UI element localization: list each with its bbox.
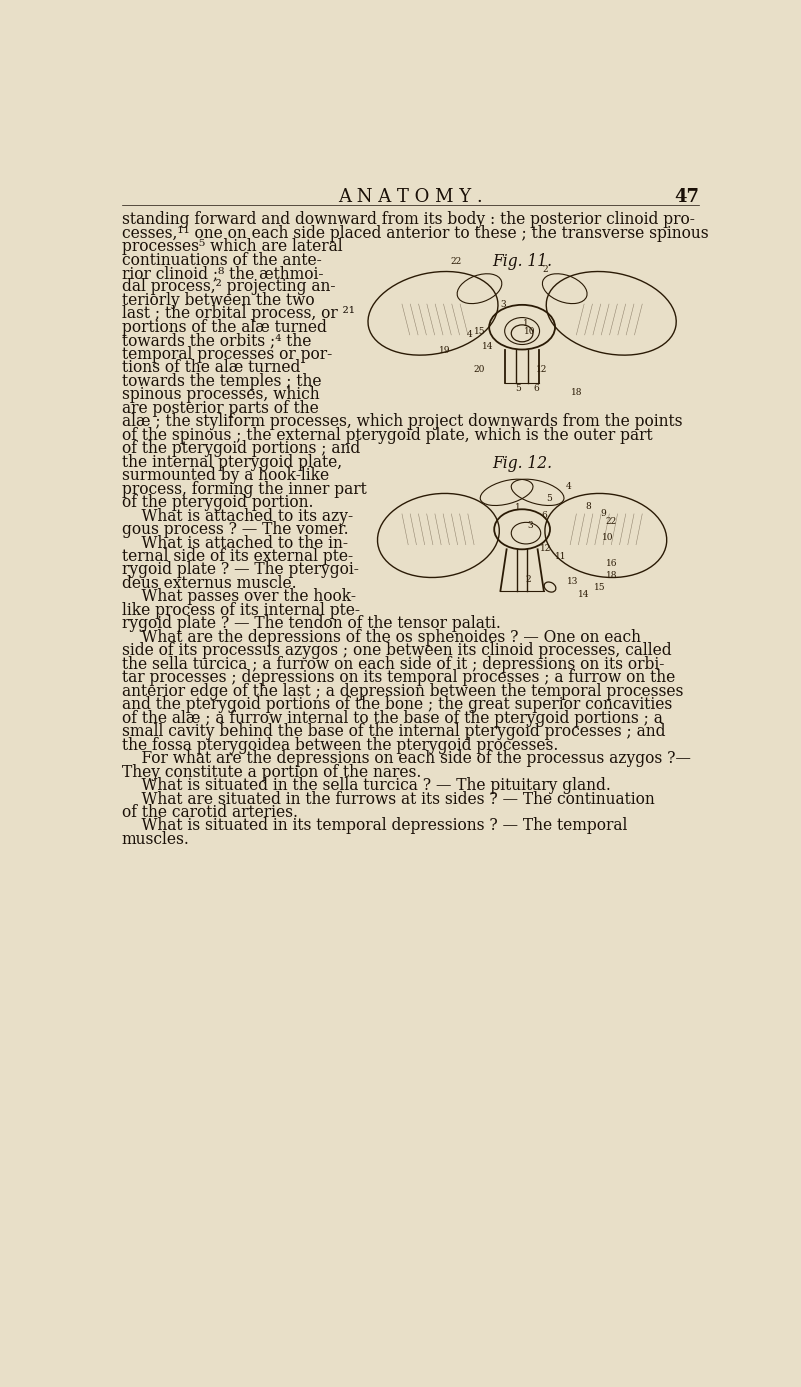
Text: 14: 14 (578, 591, 590, 599)
Text: like process of its internal pte-: like process of its internal pte- (122, 602, 360, 619)
Text: spinous processes, which: spinous processes, which (122, 386, 320, 404)
Text: 10: 10 (602, 533, 613, 541)
Text: temporal processes or por-: temporal processes or por- (122, 345, 332, 363)
Text: 20: 20 (474, 365, 485, 374)
Text: are posterior parts of the: are posterior parts of the (122, 399, 319, 416)
Text: 5: 5 (546, 494, 552, 503)
Text: Fig. 12.: Fig. 12. (492, 455, 552, 472)
Text: of the spinous ; the external pterygoid plate, which is the outer part: of the spinous ; the external pterygoid … (122, 427, 653, 444)
Text: 4: 4 (466, 330, 473, 340)
Text: 13: 13 (567, 577, 578, 587)
Text: process, forming the inner part: process, forming the inner part (122, 481, 367, 498)
Text: alæ ; the styliform processes, which project downwards from the points: alæ ; the styliform processes, which pro… (122, 413, 682, 430)
Text: 2: 2 (542, 265, 548, 273)
Text: 4: 4 (566, 483, 571, 491)
Text: surmounted by a hook-like: surmounted by a hook-like (122, 467, 329, 484)
Text: portions of the alæ turned: portions of the alæ turned (122, 319, 327, 336)
Text: 18: 18 (570, 388, 582, 397)
Text: teriorly between the two: teriorly between the two (122, 291, 315, 309)
Text: of the carotid arteries.: of the carotid arteries. (122, 804, 298, 821)
Text: 9: 9 (601, 509, 606, 519)
Text: of the pterygoid portions ; and: of the pterygoid portions ; and (122, 440, 360, 458)
Text: tar processes ; depressions on its temporal processes ; a furrow on the: tar processes ; depressions on its tempo… (122, 670, 675, 687)
Text: 47: 47 (674, 189, 699, 207)
Text: 15: 15 (594, 583, 606, 591)
Text: muscles.: muscles. (122, 831, 190, 847)
Text: standing forward and downward from its body : the posterior clinoid pro-: standing forward and downward from its b… (122, 211, 694, 227)
Text: 19: 19 (439, 345, 450, 355)
Text: side of its processus azygos ; one between its clinoid processes, called: side of its processus azygos ; one betwe… (122, 642, 671, 659)
Text: towards the temples ; the: towards the temples ; the (122, 373, 321, 390)
Text: 3: 3 (527, 522, 533, 530)
Text: 8: 8 (585, 502, 591, 510)
Text: gous process ? — The vomer.: gous process ? — The vomer. (122, 522, 348, 538)
Text: What are situated in the furrows at its sides ? — The continuation: What are situated in the furrows at its … (122, 791, 654, 807)
Text: dal process,² projecting an-: dal process,² projecting an- (122, 279, 336, 295)
Text: What is attached to the in-: What is attached to the in- (122, 534, 348, 552)
Text: 22: 22 (606, 517, 617, 526)
Text: Fig. 11.: Fig. 11. (492, 252, 552, 270)
Text: What is situated in its temporal depressions ? — The temporal: What is situated in its temporal depress… (122, 817, 627, 835)
Text: deus externus muscle.: deus externus muscle. (122, 576, 296, 592)
Text: the sella turcica ; a furrow on each side of it ; depressions on its orbi-: the sella turcica ; a furrow on each sid… (122, 656, 664, 673)
Text: They constitute a portion of the nares.: They constitute a portion of the nares. (122, 764, 421, 781)
Text: 5: 5 (515, 384, 521, 394)
Text: towards the orbits ;⁴ the: towards the orbits ;⁴ the (122, 333, 312, 350)
Text: rygoid plate ? — The tendon of the tensor palati.: rygoid plate ? — The tendon of the tenso… (122, 616, 501, 632)
Text: 6: 6 (541, 510, 547, 520)
Text: small cavity behind the base of the internal pterygoid processes ; and: small cavity behind the base of the inte… (122, 723, 666, 741)
Text: of the pterygoid portion.: of the pterygoid portion. (122, 494, 313, 510)
Text: 15: 15 (473, 326, 485, 336)
Text: the fossa pterygoidea between the pterygoid processes.: the fossa pterygoidea between the pteryg… (122, 736, 558, 753)
Text: 14: 14 (481, 343, 493, 351)
Text: cesses,¹¹ one on each side placed anterior to these ; the transverse spinous: cesses,¹¹ one on each side placed anteri… (122, 225, 708, 241)
Text: of the alæ ; a furrow internal to the base of the pterygoid portions ; a: of the alæ ; a furrow internal to the ba… (122, 710, 662, 727)
Text: 3: 3 (500, 300, 505, 308)
Text: 6: 6 (533, 384, 539, 394)
Text: rygoid plate ? — The pterygoi-: rygoid plate ? — The pterygoi- (122, 562, 359, 578)
Text: 22: 22 (451, 257, 462, 266)
Text: 1: 1 (515, 503, 521, 512)
Text: For what are the depressions on each side of the processus azygos ?—: For what are the depressions on each sid… (122, 750, 690, 767)
Text: 12: 12 (540, 544, 551, 553)
Text: 2: 2 (525, 574, 531, 584)
Text: 11: 11 (555, 552, 566, 560)
Text: last ; the orbital process, or ²¹: last ; the orbital process, or ²¹ (122, 305, 355, 322)
Text: anterior edge of the last ; a depression between the temporal processes: anterior edge of the last ; a depression… (122, 682, 683, 699)
Text: 18: 18 (606, 571, 617, 580)
Text: What are the depressions of the os sphenoides ? — One on each: What are the depressions of the os sphen… (122, 628, 641, 646)
Text: continuations of the ante-: continuations of the ante- (122, 251, 321, 269)
Text: tions of the alæ turned: tions of the alæ turned (122, 359, 300, 376)
Text: 1: 1 (523, 319, 529, 327)
Text: 10: 10 (524, 326, 536, 336)
Text: What passes over the hook-: What passes over the hook- (122, 588, 356, 605)
Text: ternal side of its external pte-: ternal side of its external pte- (122, 548, 353, 565)
Text: What is situated in the sella turcica ? — The pituitary gland.: What is situated in the sella turcica ? … (122, 777, 610, 793)
Text: What is attached to its azy-: What is attached to its azy- (122, 508, 353, 524)
Text: rior clinoid ;⁸ the æthmoi-: rior clinoid ;⁸ the æthmoi- (122, 265, 324, 282)
Text: 16: 16 (606, 559, 617, 569)
Text: processes⁵ which are lateral: processes⁵ which are lateral (122, 239, 343, 255)
Text: and the pterygoid portions of the bone ; the great superior concavities: and the pterygoid portions of the bone ;… (122, 696, 672, 713)
Text: the internal pterygoid plate,: the internal pterygoid plate, (122, 454, 342, 470)
Text: 12: 12 (536, 365, 547, 374)
Text: A N A T O M Y .: A N A T O M Y . (338, 189, 483, 207)
